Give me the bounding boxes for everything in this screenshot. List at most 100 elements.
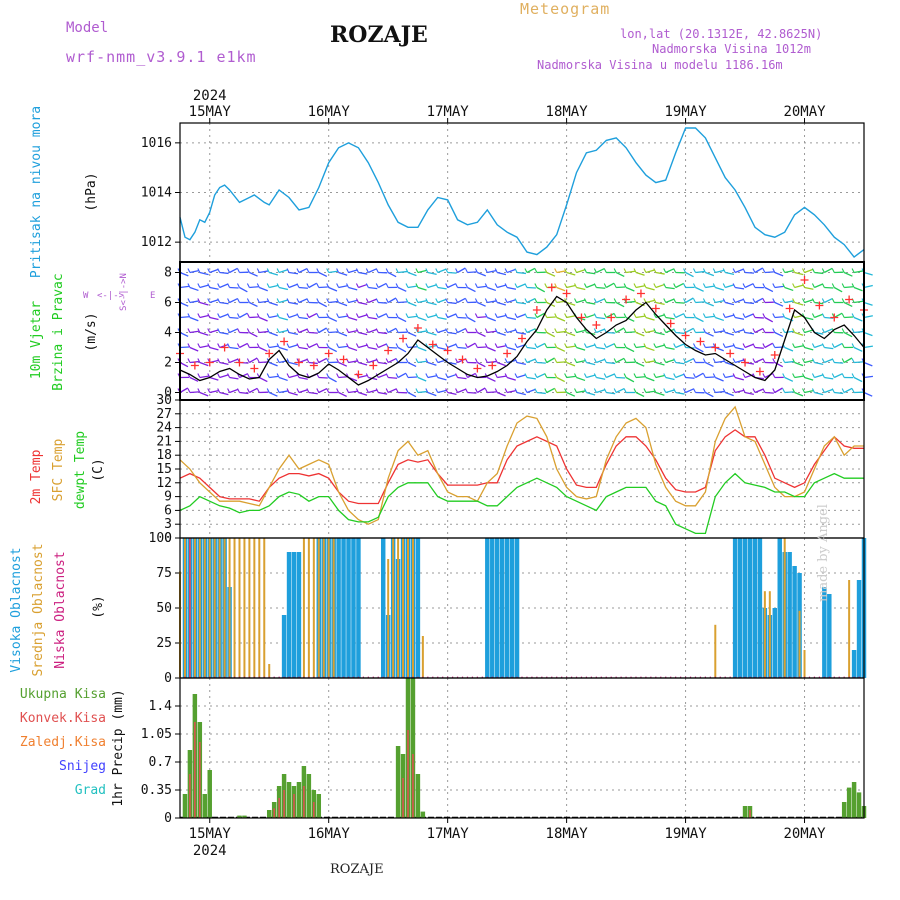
wind-barb [814,361,824,366]
wind-barb [615,387,625,394]
wind-barb [695,270,705,274]
wind-barb [417,269,427,274]
wind-barb [586,361,596,366]
cloud-bar-mid [213,538,216,678]
wind-barb-flag [217,313,221,318]
wind-barb-flag [851,268,855,273]
location-title: ROZAJE [330,22,428,48]
wind-barb [734,346,745,351]
wind-barb-flag [514,343,518,348]
wind-barb [487,269,497,274]
cloud-bar-low [660,676,662,678]
wind-barb-flag [683,388,687,393]
wind-barb [318,301,328,308]
wind-barb-flag [811,268,815,273]
gust-marker [280,337,289,346]
wind-barb [863,361,873,367]
wind-ylabel-1: 10m Vjetar [29,301,44,379]
wind-barb-flag [593,373,597,378]
wind-legend-arrow: <-|-> [97,291,125,301]
wind-barb [675,301,685,304]
wind-barb [784,346,794,352]
wind-barb [249,301,258,308]
wind-barb [665,268,675,274]
wind-barb [239,391,249,395]
y-tick-label: 3 [164,517,172,532]
cloud-bar-low [536,676,538,678]
wind-barb-flag [544,283,548,288]
wind-barb [328,286,338,292]
wind-barb [457,267,466,274]
wind-barb-flag [256,388,260,393]
wind-barb [487,376,496,382]
wind-barb-flag [683,268,687,273]
wind-barb-flag [236,313,240,318]
wind-barb [665,298,675,304]
wind-barb-flag [336,313,340,318]
wind-barb [596,298,605,304]
precip-bar-total [420,811,426,818]
precip-legend-item: Konvek.Kisa [20,711,106,726]
wind-barb-flag [256,298,260,303]
cloud-bar-low [759,676,761,678]
wind-barb-flag [554,313,558,318]
wind-barb-flag [831,358,835,363]
wind-barb [398,301,408,304]
wind-barb-flag [663,298,667,303]
wind-barb-flag [702,358,706,363]
wind-barb-flag [306,268,310,273]
wind-barb [824,328,833,334]
wind-barb [269,375,279,379]
wind-barb [397,346,407,353]
wind-barb [605,343,615,349]
wind-barb-flag [524,268,528,273]
wind-barb [566,315,576,319]
wind-barb [328,376,337,383]
wind-barb-flag [266,298,270,303]
wind-barb [318,357,328,364]
wind-barb-flag [762,343,766,348]
wind-barb-flag [742,343,746,348]
wind-barb [506,376,516,381]
wind-barb [467,271,477,274]
wind-barb [427,391,437,397]
y-tick-label: 0 [164,671,172,686]
precip-bar-total [846,787,852,818]
wind-barb [566,375,576,379]
wind-barb-flag [643,313,647,318]
wind-barb-flag [574,328,578,333]
temp-ylabel-2m: 2m Temp [29,449,44,504]
wind-barb [288,283,298,289]
wind-barb-flag [752,328,756,333]
wind-barb [556,286,566,292]
y-tick-label: 1014 [141,186,172,201]
wind-barb-flag [266,373,270,378]
wind-barb [387,327,397,334]
wind-barb-flag [227,328,231,333]
wind-barb-flag [722,343,726,348]
wind-barb-flag [514,313,518,318]
wind-barb [417,360,427,364]
wind-barb-flag [633,373,637,378]
wind-barb [437,316,447,320]
wind-barb [507,286,517,290]
wind-barb-flag [534,343,538,348]
wind-barb-flag [256,343,260,348]
gust-marker [562,289,571,298]
wind-barb [348,360,358,364]
y-tick-label: 2 [164,356,172,371]
wind-barb-flag [623,283,627,288]
wind-barb-flag [821,358,825,363]
cloud-bar-low [625,676,627,678]
wind-barb [398,270,408,274]
gust-marker [518,334,526,343]
wind-barb-flag [613,313,617,318]
wind-barb [685,327,694,334]
wind-barb-flag [534,388,538,393]
wind-barb-flag [564,283,568,288]
y-tick-label: 100 [149,531,172,546]
precip-legend-item: Snijeg [59,759,106,774]
precip-bar-conv [749,810,751,818]
wind-barb [744,313,754,319]
